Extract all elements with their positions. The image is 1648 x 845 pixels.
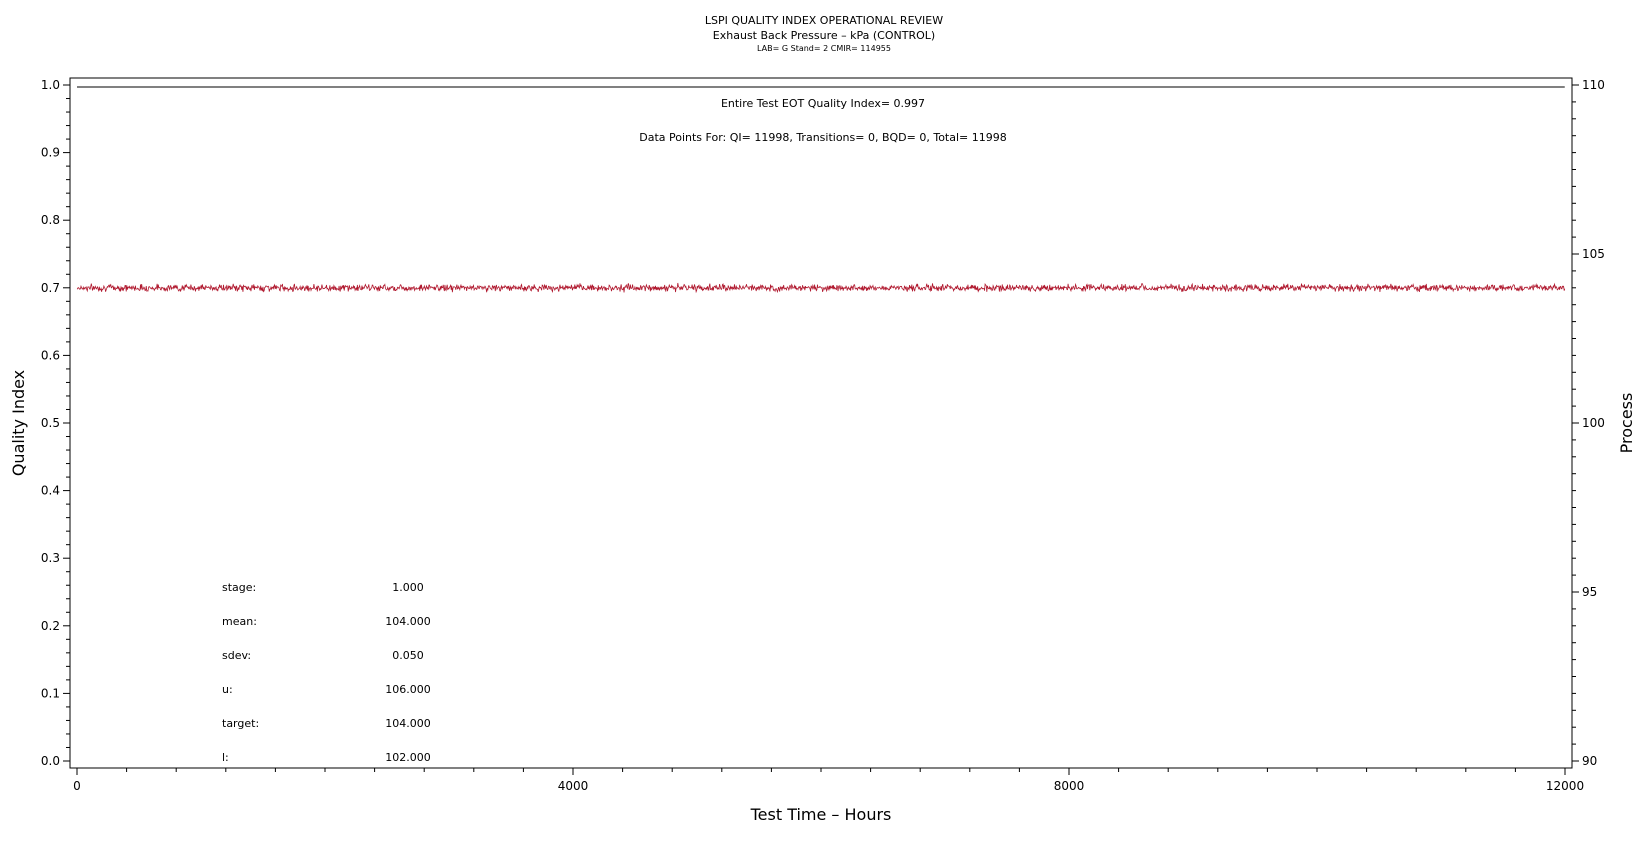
- data-points-note: Data Points For: QI= 11998, Transitions=…: [639, 131, 1007, 144]
- stat-label: target:: [222, 717, 259, 730]
- y2-axis-title: Process: [1617, 393, 1636, 454]
- y-tick-label: 0.6: [41, 348, 60, 362]
- x-tick-label: 8000: [1054, 779, 1085, 793]
- stat-value: 104.000: [385, 615, 431, 628]
- y2-tick-label: 110: [1582, 78, 1605, 92]
- y-tick-label: 0.3: [41, 551, 60, 565]
- y2-tick-label: 105: [1582, 247, 1605, 261]
- y-tick-label: 0.0: [41, 754, 60, 768]
- chart-subtitle: Exhaust Back Pressure – kPa (CONTROL): [712, 29, 936, 42]
- y-tick-label: 0.5: [41, 416, 60, 430]
- y2-tick-label: 90: [1582, 754, 1597, 768]
- stat-value: 104.000: [385, 717, 431, 730]
- eot-quality-index-note: Entire Test EOT Quality Index= 0.997: [721, 97, 925, 110]
- y-tick-label: 0.9: [41, 146, 60, 160]
- y-tick-label: 0.1: [41, 686, 60, 700]
- stat-label: stage:: [222, 581, 256, 594]
- chart-title: LSPI QUALITY INDEX OPERATIONAL REVIEW: [704, 14, 944, 27]
- y-tick-label: 0.8: [41, 213, 60, 227]
- x-tick-label: 4000: [558, 779, 589, 793]
- chart-info-line: LAB= G Stand= 2 CMIR= 114955: [757, 44, 891, 53]
- x-tick-label: 12000: [1546, 779, 1584, 793]
- stat-label: l:: [222, 751, 229, 764]
- y-tick-label: 0.2: [41, 619, 60, 633]
- y2-tick-label: 100: [1582, 416, 1605, 430]
- stat-value: 0.050: [392, 649, 424, 662]
- stat-value: 102.000: [385, 751, 431, 764]
- stat-value: 106.000: [385, 683, 431, 696]
- stat-label: sdev:: [222, 649, 251, 662]
- y2-tick-label: 95: [1582, 585, 1597, 599]
- stat-value: 1.000: [392, 581, 424, 594]
- y-tick-label: 0.4: [41, 484, 60, 498]
- y-tick-label: 0.7: [41, 281, 60, 295]
- y-tick-label: 1.0: [41, 78, 60, 92]
- stat-label: u:: [222, 683, 233, 696]
- x-axis-title: Test Time – Hours: [750, 805, 892, 824]
- y-axis-title: Quality Index: [9, 370, 28, 476]
- process-series-line: [76, 282, 1566, 294]
- stat-label: mean:: [222, 615, 257, 628]
- x-tick-label: 0: [73, 779, 81, 793]
- plot-frame: [69, 77, 1573, 769]
